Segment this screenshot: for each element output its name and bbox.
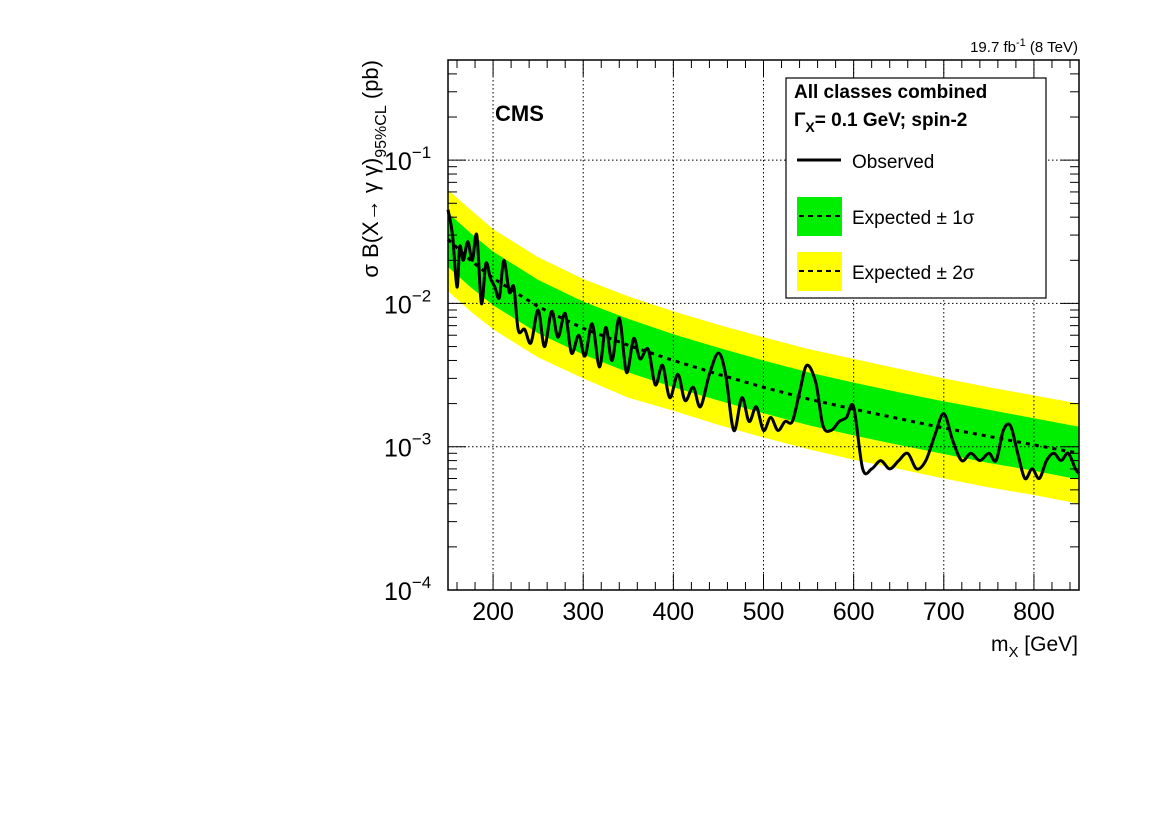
expected-1sigma-band-group [448, 212, 1079, 480]
plot-frame [447, 59, 1080, 591]
legend-subtitle: ΓX= 0.1 GeV; spin-2 [794, 110, 967, 135]
observed-limit-line [446, 209, 1081, 481]
legend-2sigma-label: Expected ± 2σ [852, 263, 975, 284]
y-tick-label: 10−1 [384, 143, 431, 176]
x-tick-label: 300 [562, 598, 604, 626]
x-tick-labels: 200 300 400 500 600 700 800 [472, 598, 1055, 626]
legend: All classes combined ΓX= 0.1 GeV; spin-2… [785, 77, 1047, 299]
legend-1sigma-label: Expected ± 1σ [852, 208, 975, 229]
cms-label: CMS [495, 101, 544, 126]
x-tick-label: 500 [743, 598, 785, 626]
x-tick-label: 600 [833, 598, 875, 626]
expected-median-group [446, 238, 1080, 455]
x-tick-label: 400 [652, 598, 694, 626]
expected-1sigma-band [448, 212, 1079, 480]
y-tick-labels: 10−4 10−3 10−2 10−1 [384, 143, 431, 606]
y-tick-label: 10−3 [384, 430, 431, 463]
luminosity-label: 19.7 fb-1 (8 TeV) [970, 37, 1078, 56]
legend-title: All classes combined [794, 82, 987, 103]
y-axis-label: σ B(X→ γ γ)95%CL (pb) [358, 60, 390, 278]
x-tick-label: 800 [1013, 598, 1055, 626]
observed-limit-group [446, 209, 1081, 481]
x-tick-label: 200 [472, 598, 514, 626]
y-tick-label: 10−2 [384, 286, 431, 319]
legend-observed-label: Observed [852, 152, 934, 173]
x-tick-label: 700 [923, 598, 965, 626]
y-tick-label: 10−4 [384, 573, 431, 606]
expected-median-line [446, 238, 1080, 455]
x-axis-label: mX [GeV] [991, 633, 1078, 661]
